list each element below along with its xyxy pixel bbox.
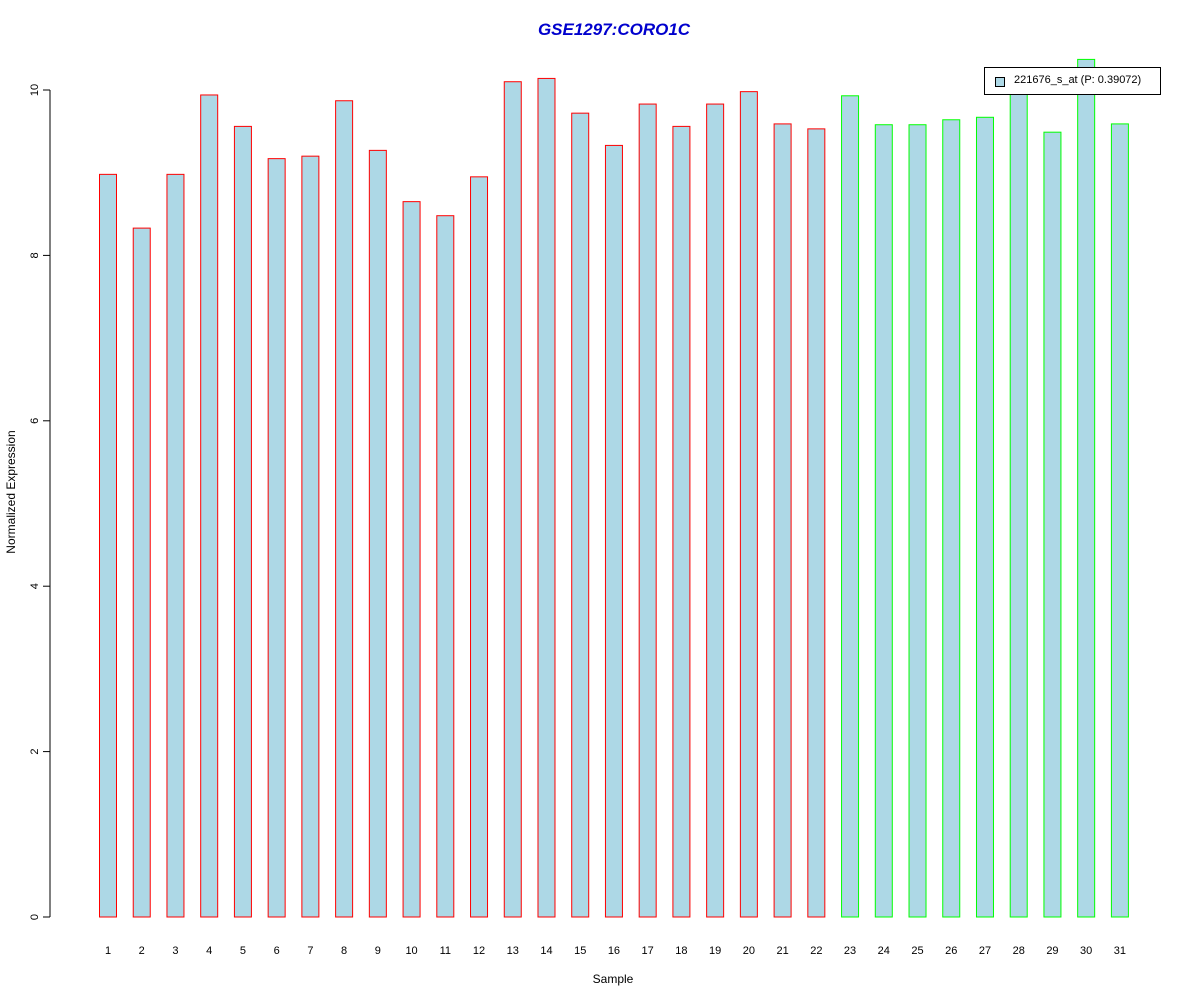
x-tick-label: 31: [1114, 945, 1126, 957]
bar: [571, 112, 590, 918]
bar: [874, 124, 893, 918]
x-tick-label: 28: [1013, 945, 1025, 957]
x-tick-label: 8: [341, 945, 347, 957]
bar: [436, 215, 455, 918]
x-tick-label: 17: [642, 945, 654, 957]
x-tick-label: 4: [206, 945, 212, 957]
bar: [233, 125, 252, 918]
x-tick-label: 23: [844, 945, 856, 957]
x-tick-label: 9: [375, 945, 381, 957]
y-axis: 0 2 4 6 8 10: [29, 84, 51, 920]
bar: [942, 119, 961, 918]
x-tick-label: 3: [172, 945, 178, 957]
y-tick-label: 10: [29, 84, 41, 96]
y-tick-label: 4: [29, 583, 41, 589]
x-tick-label: 11: [440, 945, 451, 957]
x-axis-label: Sample: [593, 972, 634, 986]
legend: 221676_s_at (P: 0.39072): [984, 67, 1161, 95]
x-tick-label: 10: [405, 945, 417, 957]
bar: [1009, 84, 1028, 918]
y-axis-label: Normalized Expression: [4, 430, 18, 553]
bar: [267, 158, 286, 918]
bar: [132, 227, 151, 918]
bar: [166, 173, 185, 918]
bar: [200, 94, 219, 918]
bar: [604, 144, 623, 918]
x-tick-label: 16: [608, 945, 620, 957]
x-tick-label: 13: [507, 945, 519, 957]
bar: [1043, 131, 1062, 918]
bar: [908, 124, 927, 918]
x-tick-label: 21: [776, 945, 788, 957]
legend-swatch: [995, 77, 1005, 87]
x-tick-label: 29: [1046, 945, 1058, 957]
bar: [773, 123, 792, 918]
x-tick-label: 7: [307, 945, 313, 957]
x-tick-label: 1: [105, 945, 111, 957]
y-tick-label: 0: [29, 914, 41, 920]
x-tick-label: 25: [911, 945, 923, 957]
legend-series-name: 221676_s_at (P: 0.39072): [1014, 74, 1142, 86]
bar: [335, 100, 354, 918]
y-tick-label: 6: [29, 418, 41, 424]
y-tick-label: 2: [29, 749, 41, 755]
bar: [99, 173, 117, 918]
bar: [672, 125, 691, 918]
x-tick-label: 15: [574, 945, 586, 957]
bar: [841, 95, 860, 918]
bar: [537, 77, 556, 918]
x-tick-label: 12: [473, 945, 485, 957]
x-tick-label: 5: [240, 945, 246, 957]
x-tick-label: 18: [675, 945, 687, 957]
bar: [470, 176, 489, 918]
bar: [975, 116, 994, 918]
x-tick-label: 27: [979, 945, 991, 957]
y-tick-label: 8: [29, 252, 41, 258]
x-tick-label: 24: [878, 945, 890, 957]
x-tick-label: 20: [743, 945, 755, 957]
x-axis: 1 2 3 4 5 6 7 8 9 10 11 12 13 14 15 16 17 18 19 20 21 22 23 24 2…: [105, 945, 1126, 957]
bar: [402, 201, 421, 918]
bar: [301, 155, 320, 918]
bar: [807, 128, 826, 918]
bar: [739, 91, 758, 918]
chart-title: GSE1297:CORO1C: [537, 20, 691, 39]
x-tick-label: 6: [274, 945, 280, 957]
x-tick-label: 2: [139, 945, 145, 957]
x-tick-label: 14: [540, 945, 552, 957]
bars-group: [99, 58, 1129, 918]
bar: [368, 149, 387, 918]
x-tick-label: 22: [810, 945, 822, 957]
x-tick-label: 26: [945, 945, 957, 957]
bar: [1077, 58, 1096, 918]
x-tick-label: 30: [1080, 945, 1092, 957]
x-tick-label: 19: [709, 945, 721, 957]
bar: [638, 103, 657, 918]
bar: [706, 103, 725, 918]
bar: [1110, 123, 1129, 918]
bar: [503, 81, 522, 918]
